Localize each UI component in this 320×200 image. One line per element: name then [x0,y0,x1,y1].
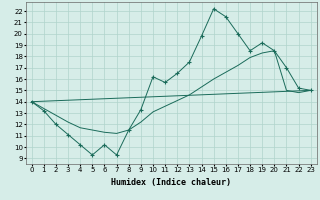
X-axis label: Humidex (Indice chaleur): Humidex (Indice chaleur) [111,178,231,187]
